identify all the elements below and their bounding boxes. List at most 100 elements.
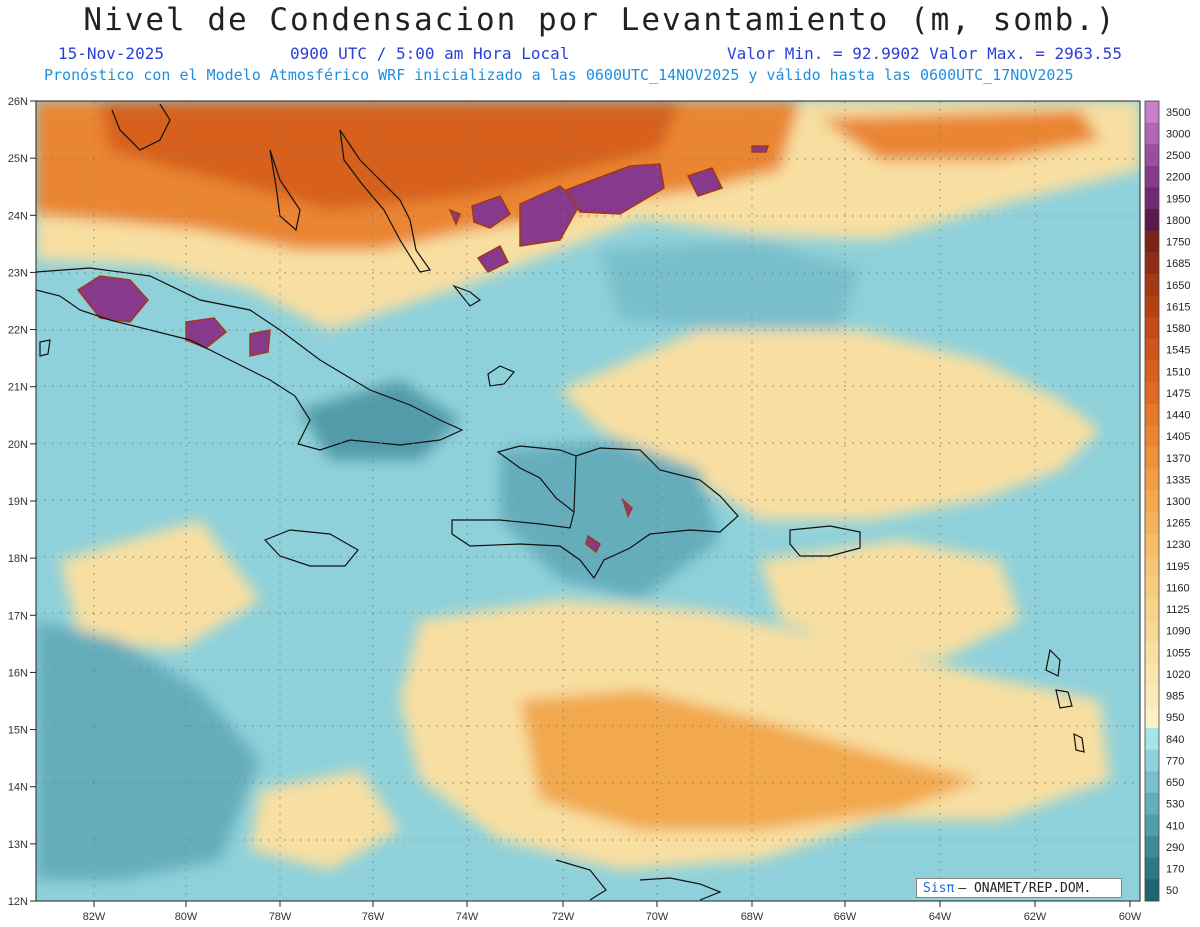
colorbar-swatch: [1145, 295, 1159, 318]
colorbar-swatch: [1145, 619, 1159, 643]
colorbar-label: 3000: [1166, 128, 1190, 140]
colorbar-swatch: [1145, 857, 1159, 880]
lat-tick-label: 22N: [8, 325, 28, 337]
lat-tick-label: 19N: [8, 496, 28, 508]
colorbar-swatch: [1145, 144, 1159, 167]
colorbar-label: 1370: [1166, 453, 1190, 465]
colorbar-label: 1195: [1166, 561, 1190, 573]
lon-tick-label: 78W: [269, 911, 292, 923]
graticule: [36, 101, 1140, 901]
lat-tick-label: 18N: [8, 553, 28, 565]
colorbar-label: 1405: [1166, 431, 1190, 443]
value-range-stats: Valor Min. = 92.9902 Valor Max. = 2963.5…: [727, 44, 1122, 63]
colorbar-swatch: [1145, 511, 1159, 534]
colorbar-swatch: [1145, 165, 1159, 188]
colorbar-swatch: [1145, 338, 1159, 361]
colorbar-swatch: [1145, 533, 1159, 556]
lat-tick-label: 12N: [8, 896, 28, 908]
colorbar-swatch: [1145, 555, 1159, 578]
colorbar-swatch: [1145, 814, 1159, 837]
lon-tick-label: 74W: [456, 911, 479, 923]
colorbar-label: 2200: [1166, 172, 1190, 184]
colorbar: 3500 3000 2500 2200 1950 1800 1750 1685 1650 1615…: [1144, 100, 1190, 902]
colorbar-swatch: [1145, 836, 1159, 859]
lat-tick-label: 13N: [8, 839, 28, 851]
colorbar-label: 1750: [1166, 237, 1190, 249]
colorbar-label: 1440: [1166, 410, 1190, 422]
colorbar-label: 290: [1166, 842, 1184, 854]
lat-tick-label: 21N: [8, 382, 28, 394]
longitude-axis: 82W 80W 78W 76W 74W 72W 70W 68W 66W 64W 62W 60W: [83, 901, 1142, 923]
colorbar-swatch: [1145, 382, 1159, 405]
colorbar-label: 530: [1166, 799, 1184, 811]
colorbar-label: 1230: [1166, 539, 1190, 551]
colorbar-label: 1020: [1166, 669, 1190, 681]
colorbar-label: 1335: [1166, 474, 1190, 486]
colorbar-swatch: [1145, 273, 1159, 297]
colorbar-label: 2500: [1166, 150, 1190, 162]
colorbar-swatch: [1145, 771, 1159, 794]
latitude-axis: 26N 25N 24N 23N 22N 21N 20N 19N 18N 17N 16N 15N 14N 1…: [8, 96, 36, 908]
lon-tick-label: 82W: [83, 911, 106, 923]
colorbar-label: 770: [1166, 755, 1184, 767]
lon-tick-label: 80W: [175, 911, 198, 923]
colorbar-label: 170: [1166, 864, 1184, 876]
lon-tick-label: 70W: [646, 911, 669, 923]
chart-title: Nivel de Condensacion por Levantamiento …: [83, 2, 1117, 38]
lat-tick-label: 17N: [8, 610, 28, 622]
lon-tick-label: 68W: [741, 911, 764, 923]
colorbar-frame: [1144, 100, 1160, 902]
colorbar-label: 1580: [1166, 323, 1190, 335]
colorbar-swatch: [1145, 490, 1159, 513]
lat-tick-label: 14N: [8, 782, 28, 794]
colorbar-label: 1055: [1166, 647, 1190, 659]
model-info: Pronóstico con el Modelo Atmosférico WRF…: [44, 66, 1074, 84]
colorbar-swatch: [1145, 209, 1159, 232]
credit-box: Sisπ – ONAMET/REP.DOM.: [916, 878, 1122, 898]
lon-tick-label: 72W: [552, 911, 575, 923]
lon-tick-label: 66W: [834, 911, 857, 923]
lon-tick-label: 60W: [1119, 911, 1142, 923]
colorbar-swatch: [1145, 317, 1159, 340]
forecast-date: 15-Nov-2025: [58, 44, 164, 63]
lat-tick-label: 24N: [8, 210, 28, 222]
colorbar-swatch: [1145, 446, 1159, 470]
colorbar-swatch: [1145, 706, 1159, 729]
colorbar-swatch: [1145, 684, 1159, 707]
colorbar-label: 1300: [1166, 496, 1190, 508]
colorbar-label: 1615: [1166, 301, 1190, 313]
lat-tick-label: 15N: [8, 725, 28, 737]
colorbar-swatch: [1145, 230, 1159, 253]
colorbar-swatch: [1145, 576, 1159, 599]
colorbar-label: 1475: [1166, 388, 1190, 400]
colorbar-label: 840: [1166, 734, 1184, 746]
colorbar-label: 1650: [1166, 280, 1190, 292]
lat-tick-label: 20N: [8, 439, 28, 451]
colorbar-swatch: [1145, 187, 1159, 210]
colorbar-swatch: [1145, 749, 1159, 772]
colorbar-swatch: [1145, 728, 1159, 751]
colorbar-label: 50: [1166, 885, 1178, 897]
credit-text: – ONAMET/REP.DOM.: [958, 880, 1092, 896]
colorbar-label: 410: [1166, 820, 1184, 832]
colorbar-label: 1090: [1166, 626, 1190, 638]
colorbar-swatch: [1145, 252, 1159, 275]
colorbar-label: 1265: [1166, 518, 1190, 530]
colorbar-label: 1800: [1166, 215, 1190, 227]
colorbar-label: 650: [1166, 777, 1184, 789]
colorbar-swatch: [1145, 663, 1159, 686]
colorbar-swatch: [1145, 425, 1159, 448]
lon-tick-label: 76W: [362, 911, 385, 923]
colorbar-swatch: [1145, 122, 1159, 145]
lat-tick-label: 25N: [8, 153, 28, 165]
colorbar-swatch: [1145, 403, 1159, 426]
colorbar-swatch: [1145, 792, 1159, 816]
colorbar-swatch: [1145, 879, 1159, 902]
colorbar-label: 1125: [1166, 604, 1190, 616]
colorbar-swatch: [1145, 360, 1159, 383]
colorbar-label: 1950: [1166, 193, 1190, 205]
coastlines: [36, 103, 1085, 901]
sispi-logo: Sisπ: [923, 880, 955, 896]
colorbar-swatch: [1145, 101, 1159, 124]
